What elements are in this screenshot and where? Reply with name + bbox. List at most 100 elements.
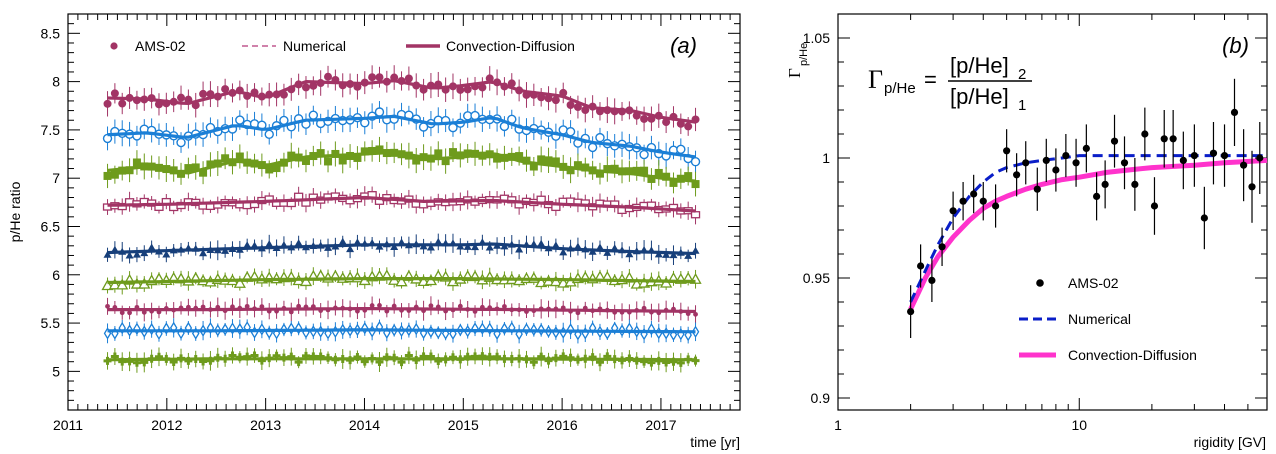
data-point (1120, 159, 1129, 167)
panel-b-data (907, 78, 1268, 338)
data-point (309, 352, 318, 361)
data-point (662, 250, 671, 258)
data-point (125, 166, 134, 175)
data-point (662, 327, 670, 340)
data-point (324, 157, 333, 166)
panel-a-x-ticks: 2011 2012 2013 2014 2015 2016 2017 (53, 14, 741, 433)
data-point (1240, 161, 1248, 169)
data-point (397, 358, 406, 367)
data-point (184, 164, 193, 173)
data-point (662, 358, 671, 367)
data-point (537, 239, 546, 247)
data-point (426, 243, 435, 251)
data-point (1131, 180, 1139, 188)
data-point (522, 322, 531, 336)
data-point (603, 352, 612, 361)
data-point (377, 303, 382, 308)
data-point (221, 154, 230, 163)
convection-diffusion-curve (107, 307, 696, 314)
data-point (199, 249, 208, 257)
data-point (566, 323, 575, 336)
data-point (132, 250, 141, 258)
data-point (639, 149, 649, 160)
panel-a-data (101, 65, 702, 373)
data-point (979, 197, 987, 205)
data-point (471, 243, 480, 251)
panel-a-x-axis-label: time [yr] (690, 434, 740, 450)
y-tick-label: 7 (52, 170, 60, 186)
data-point (676, 358, 685, 367)
data-point (662, 118, 671, 127)
data-point (515, 245, 524, 253)
data-point (103, 99, 112, 108)
data-point (118, 357, 127, 366)
data-point (233, 276, 246, 288)
data-point (147, 322, 156, 336)
data-point (235, 115, 245, 125)
y-tick-label: 0.9 (811, 390, 831, 406)
x-tick-label: 2015 (448, 417, 479, 433)
data-point (103, 250, 112, 258)
panel-a: 2011 2012 2013 2014 2015 2016 2017 5 5.5 6 6.5 7 7.… (7, 13, 741, 450)
formula-numerator: [p/He] (950, 53, 1009, 78)
convection-diffusion-curve (107, 242, 696, 256)
convection-diffusion-curve (107, 328, 696, 334)
data-point (507, 152, 516, 161)
y-tick-label: 7.5 (41, 122, 61, 138)
x-tick-label: 2011 (53, 417, 83, 433)
data-point (162, 250, 171, 258)
y-tick-label: 6.5 (41, 218, 61, 234)
data-point (610, 164, 619, 173)
data-point (676, 144, 686, 155)
data-point (502, 304, 507, 309)
data-point (588, 353, 597, 362)
data-point (544, 156, 553, 165)
x-tick-label: 2013 (250, 417, 281, 433)
data-point (243, 241, 252, 249)
data-point (184, 356, 193, 365)
data-point (108, 278, 121, 290)
data-point (272, 351, 281, 360)
data-point (565, 126, 576, 137)
data-point (428, 303, 434, 309)
data-point (1003, 147, 1011, 155)
formula-gamma-subscript: p/He (884, 80, 916, 97)
data-point (272, 164, 281, 173)
data-point (938, 243, 946, 251)
data-point (684, 251, 693, 259)
data-point (690, 211, 701, 219)
data-point (288, 309, 294, 315)
panel-b: 1 10 0.9 0.95 1 1.05 Γ p/He = [p/He] 2 [p/He… (785, 13, 1268, 450)
data-point (360, 357, 369, 366)
data-point (485, 74, 494, 83)
data-point (669, 251, 678, 259)
data-point (140, 358, 149, 367)
data-point (375, 73, 384, 82)
y-tick-label: 8.5 (41, 25, 61, 41)
data-point (456, 151, 465, 160)
data-point (566, 166, 575, 175)
data-point (177, 93, 186, 102)
data-point (324, 72, 333, 81)
data-point (125, 357, 134, 366)
data-point (1141, 130, 1149, 138)
data-point (478, 352, 487, 361)
data-point (625, 250, 634, 258)
data-point (154, 352, 163, 361)
formula-numerator-subscript: 2 (1018, 66, 1026, 83)
data-point (213, 159, 222, 168)
data-point (250, 326, 259, 339)
data-point (395, 275, 408, 287)
data-point (316, 149, 325, 158)
data-point (412, 156, 421, 165)
y-tick-label: 5.5 (41, 315, 61, 331)
data-point (529, 358, 538, 367)
data-point (917, 262, 925, 270)
data-point (301, 351, 310, 360)
series-4 (102, 186, 701, 225)
y-tick-label: 5 (52, 363, 60, 379)
data-point (669, 357, 678, 366)
data-point (493, 154, 502, 163)
convection-diffusion-curve (107, 277, 696, 285)
